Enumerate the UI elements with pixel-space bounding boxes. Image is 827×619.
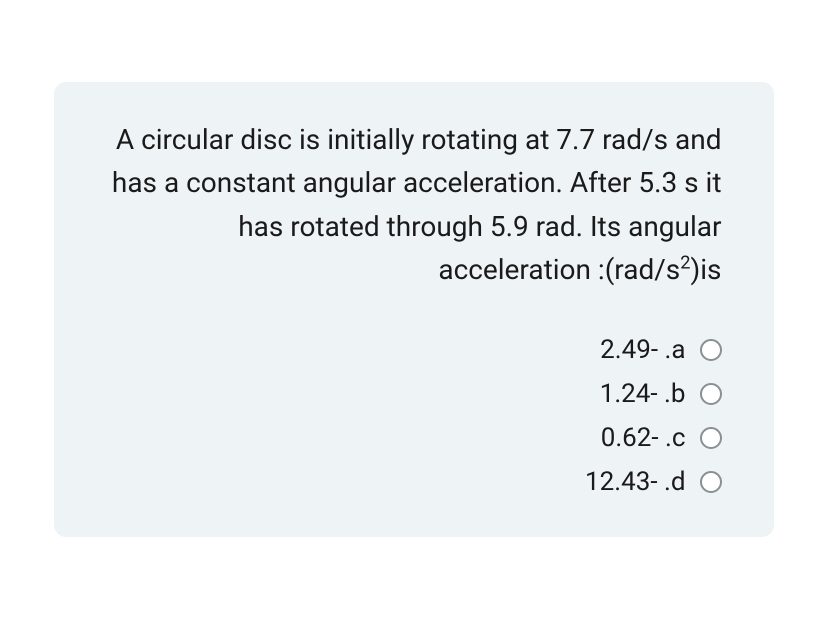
option-c-label: 0.62- .c	[601, 423, 686, 453]
option-b-label: 1.24- .b	[600, 379, 686, 409]
option-d-label: 12.43- .d	[585, 467, 685, 497]
radio-icon	[700, 427, 722, 449]
option-a-label: 2.49- .a	[600, 335, 685, 365]
radio-icon	[700, 339, 722, 361]
option-d[interactable]: 12.43- .d	[106, 467, 722, 497]
radio-icon	[700, 383, 722, 405]
option-c[interactable]: 0.62- .c	[106, 423, 722, 453]
question-post: )is	[690, 253, 721, 286]
radio-icon	[700, 471, 722, 493]
question-superscript: 2	[680, 253, 690, 274]
question-card: A circular disc is initially rotating at…	[54, 82, 774, 538]
option-b[interactable]: 1.24- .b	[106, 379, 722, 409]
option-a[interactable]: 2.49- .a	[106, 335, 722, 365]
options-list: 2.49- .a 1.24- .b 0.62- .c 12.43- .d	[106, 335, 722, 497]
question-text: A circular disc is initially rotating at…	[106, 118, 722, 292]
question-pre: A circular disc is initially rotating at…	[112, 123, 722, 286]
